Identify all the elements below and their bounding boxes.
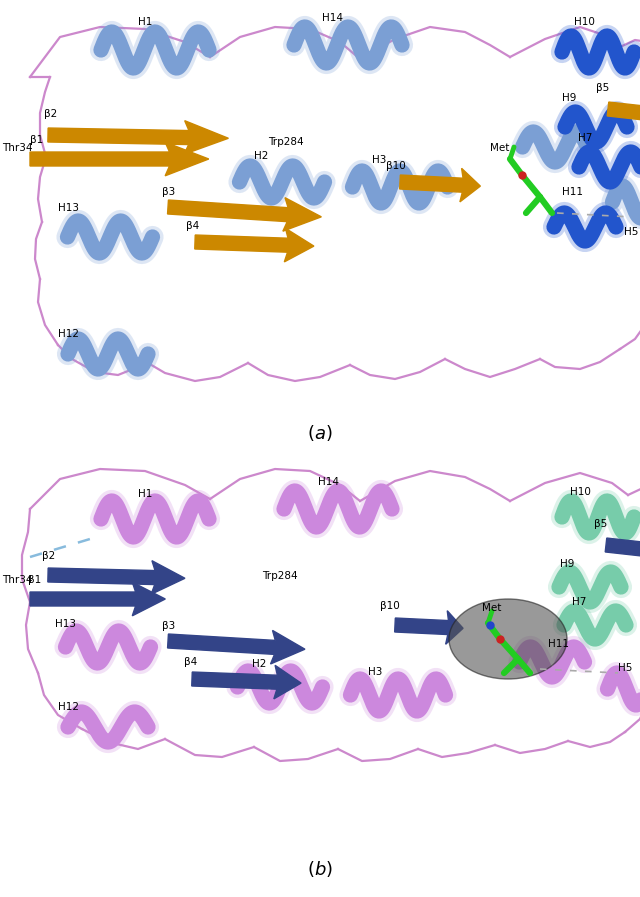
Text: Thr34: Thr34 <box>2 575 33 585</box>
Text: $(b)$: $(b)$ <box>307 859 333 879</box>
FancyArrow shape <box>192 666 301 699</box>
FancyArrow shape <box>605 535 640 568</box>
Text: H7: H7 <box>578 133 593 143</box>
Text: H3: H3 <box>368 667 382 677</box>
Text: Trp284: Trp284 <box>262 571 298 581</box>
Text: H5: H5 <box>624 227 638 237</box>
Text: H11: H11 <box>548 639 569 649</box>
Text: $(a)$: $(a)$ <box>307 423 333 443</box>
Text: H2: H2 <box>254 151 268 161</box>
Text: β2: β2 <box>42 551 55 561</box>
FancyArrow shape <box>168 197 321 231</box>
Text: H13: H13 <box>55 619 76 629</box>
Text: β5: β5 <box>594 519 607 529</box>
Text: β4: β4 <box>184 657 197 667</box>
Text: H7: H7 <box>572 597 586 607</box>
Text: β10: β10 <box>380 601 400 611</box>
FancyArrow shape <box>48 121 228 154</box>
Text: Thr34: Thr34 <box>2 143 33 153</box>
Text: β3: β3 <box>162 621 175 631</box>
FancyArrow shape <box>607 99 640 132</box>
Text: Met: Met <box>482 603 501 613</box>
Text: H12: H12 <box>58 329 79 339</box>
Text: β2: β2 <box>44 109 57 119</box>
Text: β4: β4 <box>186 221 199 231</box>
Text: H9: H9 <box>560 559 574 569</box>
FancyArrow shape <box>168 631 305 664</box>
Text: β5: β5 <box>596 83 609 93</box>
Text: β1: β1 <box>28 575 41 585</box>
Text: H10: H10 <box>574 17 595 27</box>
FancyArrow shape <box>48 561 185 595</box>
Text: Trp284: Trp284 <box>268 137 303 147</box>
Text: H3: H3 <box>372 155 387 165</box>
FancyArrow shape <box>195 229 314 262</box>
FancyArrow shape <box>399 169 481 202</box>
Text: β1: β1 <box>30 135 44 145</box>
Text: H10: H10 <box>570 487 591 497</box>
Text: H14: H14 <box>322 13 343 23</box>
Text: H13: H13 <box>58 203 79 213</box>
Text: H2: H2 <box>252 659 266 669</box>
FancyArrow shape <box>395 611 463 644</box>
Text: H9: H9 <box>562 93 577 103</box>
Text: H1: H1 <box>138 489 152 499</box>
Text: H11: H11 <box>562 187 583 197</box>
Ellipse shape <box>449 599 567 679</box>
Text: H1: H1 <box>138 17 152 27</box>
Text: β3: β3 <box>162 187 175 197</box>
Text: H12: H12 <box>58 702 79 712</box>
Text: β10: β10 <box>386 161 406 171</box>
Text: H5: H5 <box>618 663 632 673</box>
FancyArrow shape <box>30 143 209 176</box>
Text: Met: Met <box>490 143 509 153</box>
FancyArrow shape <box>30 582 165 616</box>
Text: H14: H14 <box>318 477 339 487</box>
